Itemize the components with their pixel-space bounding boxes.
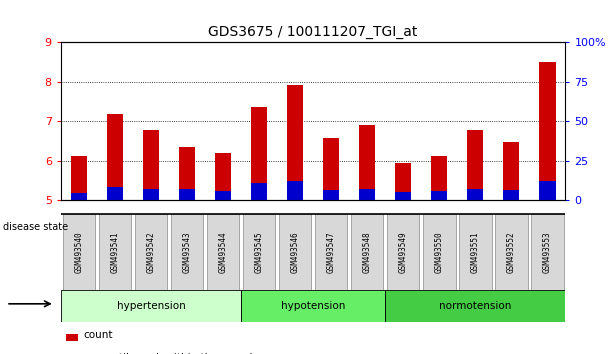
FancyBboxPatch shape bbox=[135, 213, 167, 290]
FancyBboxPatch shape bbox=[531, 213, 564, 290]
Bar bbox=[179, 147, 195, 200]
FancyBboxPatch shape bbox=[207, 213, 239, 290]
Bar bbox=[107, 114, 123, 200]
FancyBboxPatch shape bbox=[61, 290, 241, 322]
FancyBboxPatch shape bbox=[241, 290, 385, 322]
Text: GSM493547: GSM493547 bbox=[326, 231, 336, 273]
Bar bbox=[143, 130, 159, 200]
FancyBboxPatch shape bbox=[385, 290, 565, 322]
Text: hypertension: hypertension bbox=[117, 301, 185, 311]
Bar bbox=[71, 155, 87, 200]
FancyBboxPatch shape bbox=[63, 213, 95, 290]
Bar bbox=[215, 191, 231, 200]
Bar bbox=[431, 156, 447, 200]
Text: GSM493550: GSM493550 bbox=[435, 231, 444, 273]
FancyBboxPatch shape bbox=[98, 213, 131, 290]
Text: hypotension: hypotension bbox=[281, 301, 345, 311]
Bar bbox=[251, 108, 267, 200]
Bar bbox=[539, 62, 556, 200]
FancyBboxPatch shape bbox=[387, 213, 420, 290]
FancyBboxPatch shape bbox=[171, 213, 203, 290]
Bar bbox=[66, 334, 78, 341]
Text: percentile rank within the sample: percentile rank within the sample bbox=[83, 353, 259, 354]
Text: GSM493546: GSM493546 bbox=[291, 231, 300, 273]
Bar bbox=[539, 181, 556, 200]
Text: GSM493541: GSM493541 bbox=[111, 231, 119, 273]
Text: GSM493542: GSM493542 bbox=[147, 231, 156, 273]
Bar bbox=[323, 190, 339, 200]
Text: count: count bbox=[83, 330, 112, 340]
Bar bbox=[503, 142, 519, 200]
Bar bbox=[359, 189, 375, 200]
Bar bbox=[359, 125, 375, 200]
FancyBboxPatch shape bbox=[495, 213, 528, 290]
Bar bbox=[71, 193, 87, 200]
Bar bbox=[323, 138, 339, 200]
Text: GSM493551: GSM493551 bbox=[471, 231, 480, 273]
Text: GSM493545: GSM493545 bbox=[255, 231, 263, 273]
FancyBboxPatch shape bbox=[351, 213, 384, 290]
Bar bbox=[215, 153, 231, 200]
Bar bbox=[107, 187, 123, 200]
FancyBboxPatch shape bbox=[423, 213, 455, 290]
FancyBboxPatch shape bbox=[243, 213, 275, 290]
Text: GSM493553: GSM493553 bbox=[543, 231, 552, 273]
FancyBboxPatch shape bbox=[459, 213, 491, 290]
Text: GSM493540: GSM493540 bbox=[74, 231, 83, 273]
Bar bbox=[251, 183, 267, 200]
Bar bbox=[503, 190, 519, 200]
Text: GSM493544: GSM493544 bbox=[218, 231, 227, 273]
Bar bbox=[467, 130, 483, 200]
Bar bbox=[395, 192, 412, 200]
Bar bbox=[287, 85, 303, 200]
Text: normotension: normotension bbox=[439, 301, 511, 311]
Text: GSM493543: GSM493543 bbox=[182, 231, 192, 273]
Bar bbox=[395, 162, 412, 200]
Bar bbox=[287, 181, 303, 200]
Bar bbox=[431, 191, 447, 200]
FancyBboxPatch shape bbox=[315, 213, 347, 290]
Bar bbox=[179, 189, 195, 200]
Title: GDS3675 / 100111207_TGI_at: GDS3675 / 100111207_TGI_at bbox=[209, 25, 418, 39]
Text: disease state: disease state bbox=[3, 222, 68, 232]
Bar bbox=[467, 189, 483, 200]
Text: GSM493552: GSM493552 bbox=[507, 231, 516, 273]
FancyBboxPatch shape bbox=[279, 213, 311, 290]
Text: GSM493548: GSM493548 bbox=[363, 231, 371, 273]
Text: GSM493549: GSM493549 bbox=[399, 231, 408, 273]
Bar bbox=[143, 189, 159, 200]
